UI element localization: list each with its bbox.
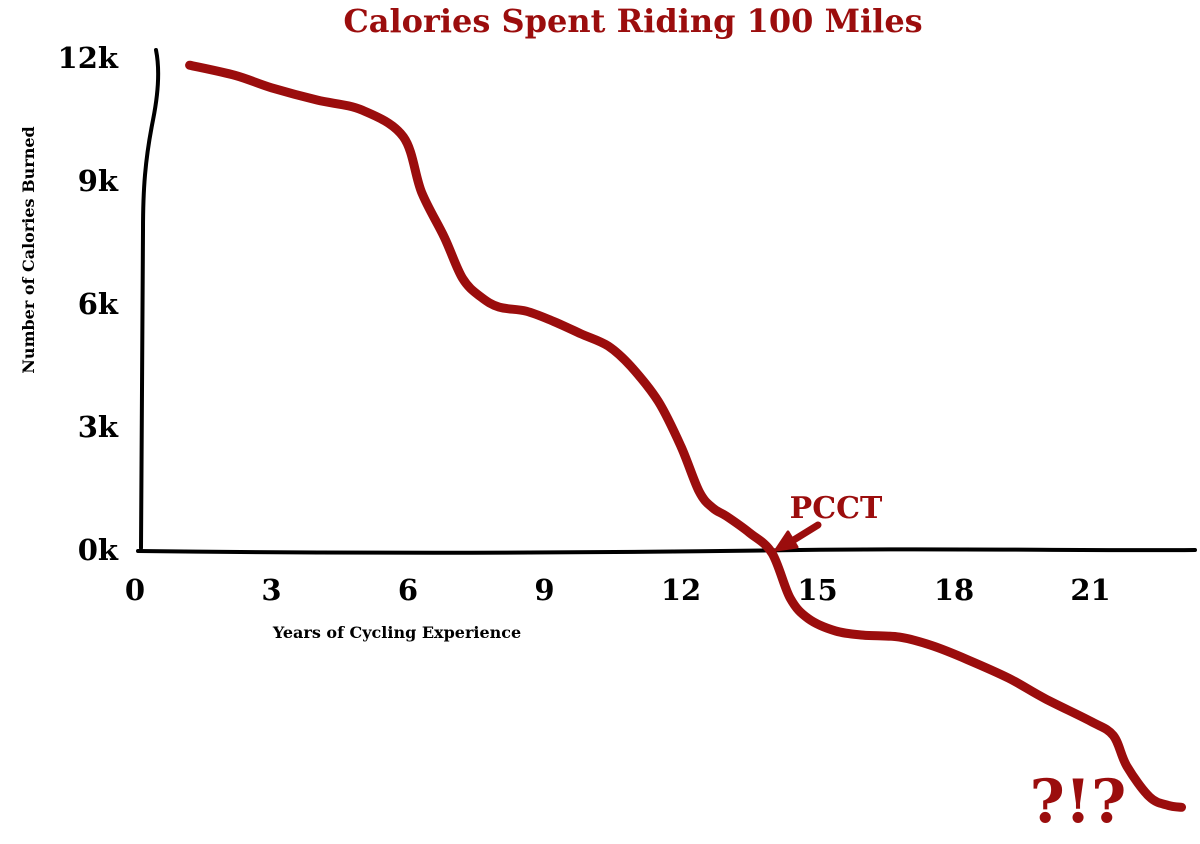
x-tick-label: 15 (797, 573, 837, 607)
chart-title: Calories Spent Riding 100 Miles (343, 2, 922, 40)
x-tick-label: 9 (534, 573, 554, 607)
y-tick-label: 0k (78, 533, 119, 567)
x-axis-label: Years of Cycling Experience (272, 623, 521, 642)
annotation-question-marks: ?!? (1030, 767, 1127, 837)
x-tick-label: 18 (934, 573, 974, 607)
x-tick-label: 12 (661, 573, 701, 607)
x-tick-label: 0 (125, 573, 145, 607)
y-tick-label: 9k (78, 164, 119, 198)
x-tick-label: 6 (398, 573, 418, 607)
x-tick-labels: 0 3 6 9 12 15 18 21 (125, 573, 1111, 607)
y-axis-label: Number of Calories Burned (19, 126, 38, 373)
y-tick-label: 12k (58, 41, 119, 75)
y-axis-line (139, 48, 161, 550)
y-tick-label: 3k (78, 410, 119, 444)
x-tick-label: 3 (261, 573, 281, 607)
x-axis-line (136, 547, 1197, 555)
series-line-calories (185, 60, 1186, 812)
y-tick-label: 6k (78, 287, 119, 321)
y-tick-labels: 0k 3k 6k 9k 12k (58, 41, 119, 567)
annotation-pcct: PCCT (790, 491, 883, 526)
annotation-pcct-arrowhead (774, 530, 799, 552)
x-tick-label: 21 (1070, 573, 1110, 607)
